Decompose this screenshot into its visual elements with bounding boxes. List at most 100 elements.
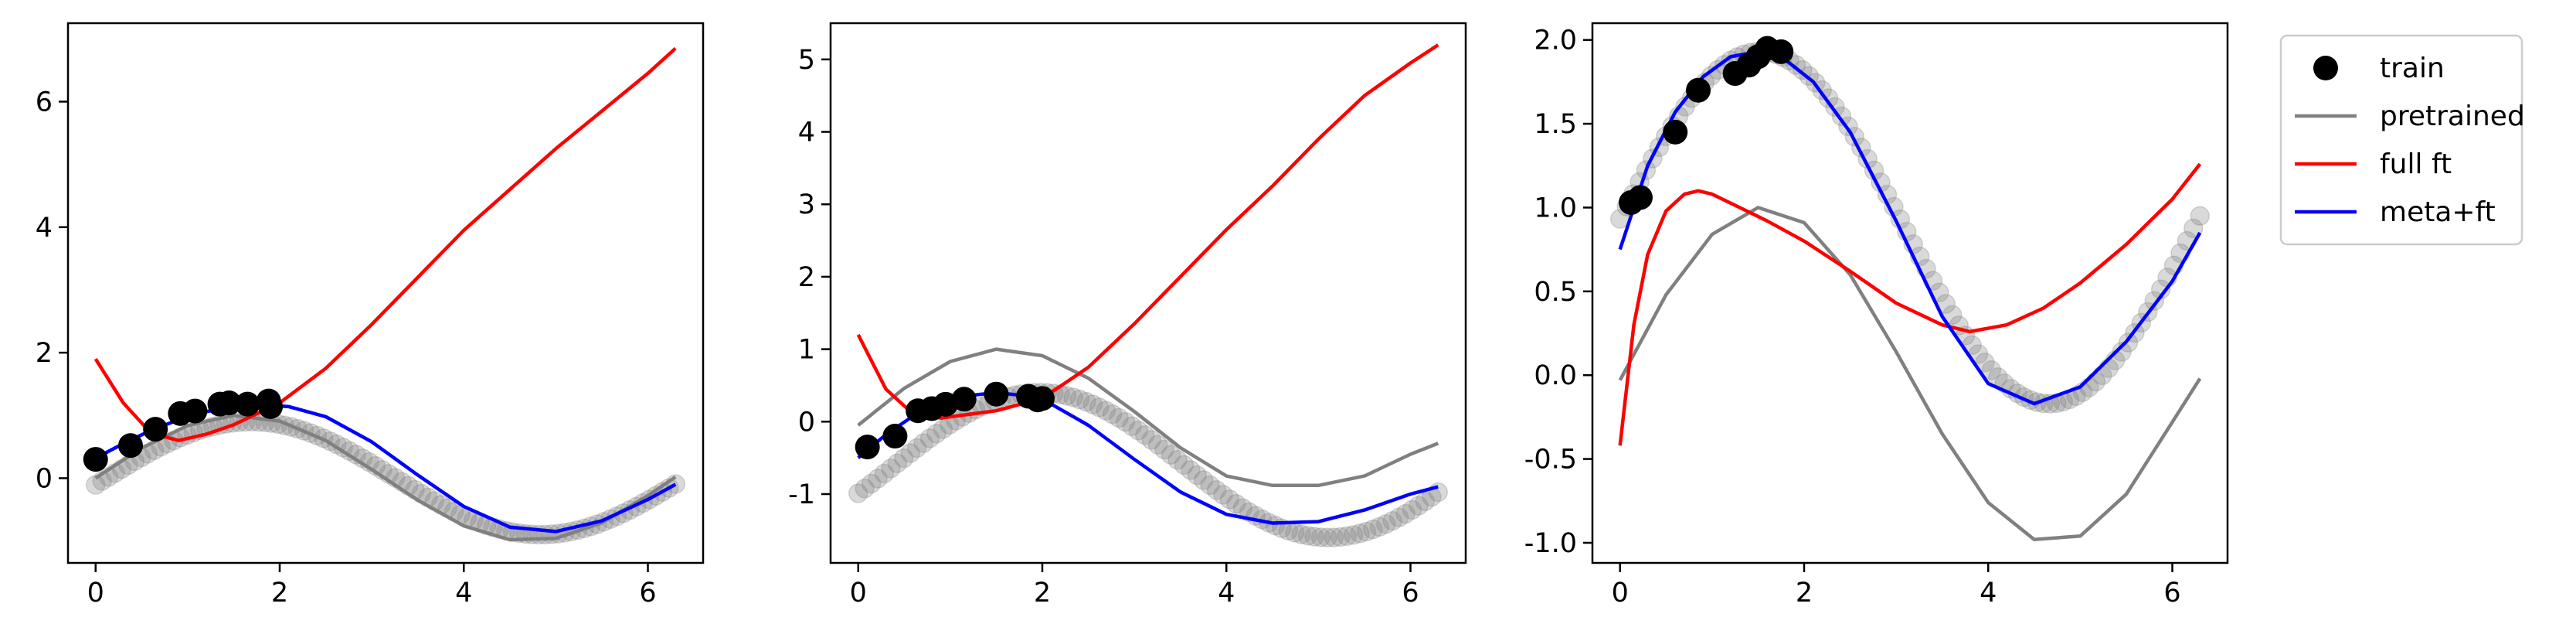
y-tick-label: 1.5 (1534, 109, 1577, 140)
test-point (1428, 482, 1449, 503)
train-point (1030, 386, 1055, 411)
train-point (118, 433, 144, 459)
test-point (1181, 460, 1201, 480)
y-tick-label: 2.0 (1534, 26, 1577, 56)
test-point (906, 438, 927, 459)
x-tick-label: 0 (87, 578, 104, 609)
test-point (1167, 449, 1188, 470)
test-point (1056, 386, 1077, 406)
train-point (984, 381, 1009, 407)
plot-area (1609, 36, 2211, 541)
train-point (951, 387, 977, 412)
y-tick-label: 0 (36, 463, 53, 494)
train-points (83, 388, 284, 472)
test-point (1096, 401, 1116, 421)
test-point (1109, 407, 1129, 428)
test-point (1363, 519, 1383, 540)
test-point (1324, 527, 1344, 547)
y-tick-label: 4 (36, 213, 53, 244)
x-tick-label: 6 (2163, 578, 2180, 609)
x-tick-label: 0 (1612, 578, 1629, 609)
test-point (1388, 507, 1409, 527)
test-point (848, 483, 868, 503)
test-point (1337, 526, 1357, 547)
train-point (216, 390, 242, 416)
axes-frame (829, 22, 1467, 564)
train-point (855, 435, 880, 460)
train-points (1619, 36, 1794, 215)
train-points (855, 381, 1055, 460)
train-point (258, 394, 284, 419)
y-tick-label: 0.5 (1534, 277, 1577, 308)
test-point (1291, 524, 1311, 544)
test-point (1376, 513, 1396, 534)
test-point (861, 473, 882, 494)
y-tick-label: -0.5 (1524, 445, 1577, 476)
legend-label-pretrained: pretrained (2380, 101, 2525, 132)
legend-entries: train pretrained full ft meta+ft (2295, 53, 2525, 228)
test-point (1076, 391, 1096, 412)
x-tick-label: 0 (850, 578, 867, 609)
test-point (1174, 455, 1195, 476)
series-line-pretrained (1618, 206, 2202, 541)
test-point (1402, 500, 1422, 520)
test-point (1310, 527, 1331, 547)
series-line-full-ft (1618, 162, 2202, 446)
legend-label-train: train (2380, 53, 2445, 84)
test-point (1193, 470, 1214, 490)
test-point (2112, 342, 2132, 362)
test-point (881, 459, 901, 479)
series-line-full-ft (856, 43, 1439, 420)
series-line-pretrained (857, 347, 1439, 488)
test-point (1343, 525, 1364, 545)
legend: train pretrained full ft meta+ft (2279, 34, 2525, 246)
train-point (182, 398, 208, 424)
test-point (1141, 430, 1161, 450)
train-point (235, 391, 260, 417)
train-point (143, 417, 168, 442)
y-tick-label: 6 (36, 87, 53, 118)
axes-frame (66, 22, 705, 564)
test-point (1069, 389, 1090, 410)
test-point (1063, 387, 1083, 407)
y-tick-label: 0.0 (1534, 360, 1577, 391)
y-tick-label: 1.0 (1534, 193, 1577, 223)
test-point (1213, 485, 1233, 505)
x-tick-label: 6 (639, 578, 656, 609)
plot-area (848, 43, 1449, 547)
y-tick-label: 5 (798, 45, 815, 76)
test-point (1135, 424, 1155, 445)
test-point (1317, 527, 1337, 547)
test-point (1415, 491, 1436, 512)
test-point (1219, 489, 1240, 510)
test-point (874, 463, 895, 484)
test-point (900, 443, 920, 463)
test-point (1161, 445, 1181, 465)
test-point (919, 428, 940, 448)
test-point (1147, 435, 1168, 455)
y-tick-label: 2 (36, 338, 53, 369)
test-point (1187, 465, 1207, 486)
y-tick-label: 2 (798, 262, 815, 293)
test-point (1200, 475, 1220, 496)
train-point (1627, 185, 1653, 210)
axes-frame (1591, 22, 2229, 564)
series-line-full-ft (93, 46, 677, 442)
x-tick-label: 6 (1402, 578, 1419, 609)
plot-area (83, 46, 686, 545)
test-point (1206, 480, 1227, 500)
series-line-meta-ft (94, 403, 677, 534)
y-tick-label: 1 (798, 335, 815, 366)
test-point (2118, 332, 2139, 353)
train-point (83, 447, 108, 472)
test-point (933, 419, 953, 439)
y-tick-label: 0 (798, 407, 815, 438)
x-tick-label: 4 (1218, 578, 1235, 609)
chart-panel-1: 0 2 4 6 0 2 4 6 (36, 22, 705, 609)
test-point (1409, 496, 1429, 516)
test-point (913, 433, 933, 453)
train-point (1769, 39, 1794, 64)
train-point (1686, 77, 1711, 103)
legend-marker-train (2313, 56, 2338, 80)
